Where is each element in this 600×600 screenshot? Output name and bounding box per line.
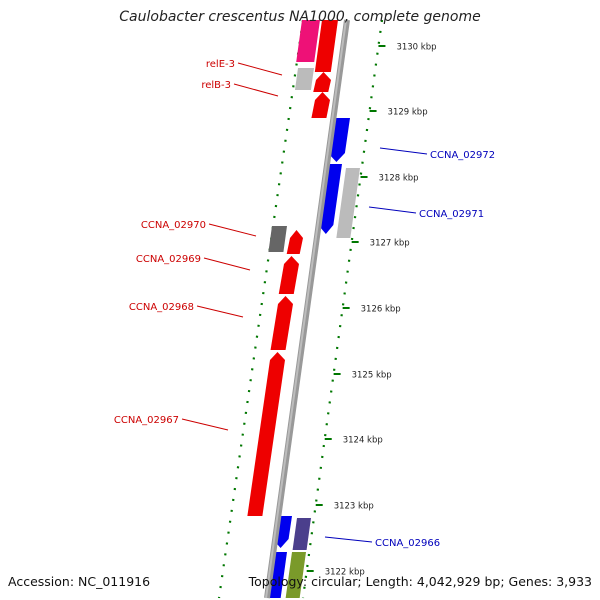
scale-tick-label: 3125 kbp: [352, 371, 392, 381]
scale-tick-label: 3130 kbp: [396, 43, 436, 53]
scale-tick-label: 3127 kbp: [370, 239, 410, 249]
gene-feature-relE-3: [313, 72, 331, 92]
gene-feature-magenta: [296, 20, 320, 62]
genome-backbone-highlight: [265, 19, 347, 599]
gene-features: [247, 20, 360, 598]
scale-tick-label: 3122 kbp: [325, 568, 365, 578]
label-leader-line: [324, 536, 373, 543]
scale-tick-label: 3124 kbp: [343, 436, 383, 446]
label-leader-line: [237, 62, 283, 76]
gene-label: CCNA_02971: [419, 209, 484, 220]
gene-feature-purple: [292, 518, 311, 550]
scale-tick-label: 3123 kbp: [334, 502, 374, 512]
gene-feature-CCNA_02969: [278, 256, 299, 294]
scale-tick-label: 3128 kbp: [379, 174, 419, 184]
gene-label: CCNA_02969: [136, 254, 201, 265]
gene-label: relE-3: [206, 59, 235, 70]
label-leader-line: [233, 83, 279, 97]
gene-label: CCNA_02972: [430, 150, 495, 161]
gene-label: CCNA_02968: [129, 302, 194, 313]
gene-label: relB-3: [201, 80, 231, 91]
accession-text: Accession: NC_011916: [8, 574, 151, 589]
label-leader-line: [368, 206, 417, 214]
label-leader-line: [203, 257, 251, 271]
label-leader-line: [208, 223, 257, 237]
label-leader-line: [196, 305, 244, 318]
gene-feature-red-top: [314, 20, 338, 72]
scale-ticks: 3130 kbp 3129 kbp 3128 kbp 3127 kbp 3126 kbp…: [306, 43, 437, 578]
gene-feature-CCNA_02968: [270, 296, 293, 350]
label-leader-line: [181, 418, 229, 431]
scale-tick-label: 3129 kbp: [388, 108, 428, 118]
label-leader-line: [379, 147, 428, 155]
gene-feature-olive: [285, 552, 306, 598]
gene-label: CCNA_02970: [141, 220, 206, 231]
gene-feature-relB-3: [311, 92, 330, 118]
gene-label: CCNA_02967: [114, 415, 179, 426]
genome-summary: Topology: circular; Length: 4,042,929 bp…: [248, 574, 592, 589]
gene-feature-CCNA_02967: [247, 352, 285, 516]
gene-labels: relE-3 relB-3 CCNA_02970 CCNA_02969 CCNA_029…: [114, 59, 495, 549]
map-title: Caulobacter crescentus NA1000, complete …: [119, 9, 481, 25]
gene-feature-CCNA_02970: [268, 226, 287, 252]
scale-tick-label: 3126 kbp: [361, 305, 401, 315]
gene-label: CCNA_02966: [375, 538, 440, 549]
gene-feature-gray-2: [336, 168, 360, 238]
gene-feature-CCNA_02971: [318, 164, 342, 234]
gene-feature-red-small: [286, 230, 303, 254]
gene-feature-gray: [294, 68, 314, 90]
